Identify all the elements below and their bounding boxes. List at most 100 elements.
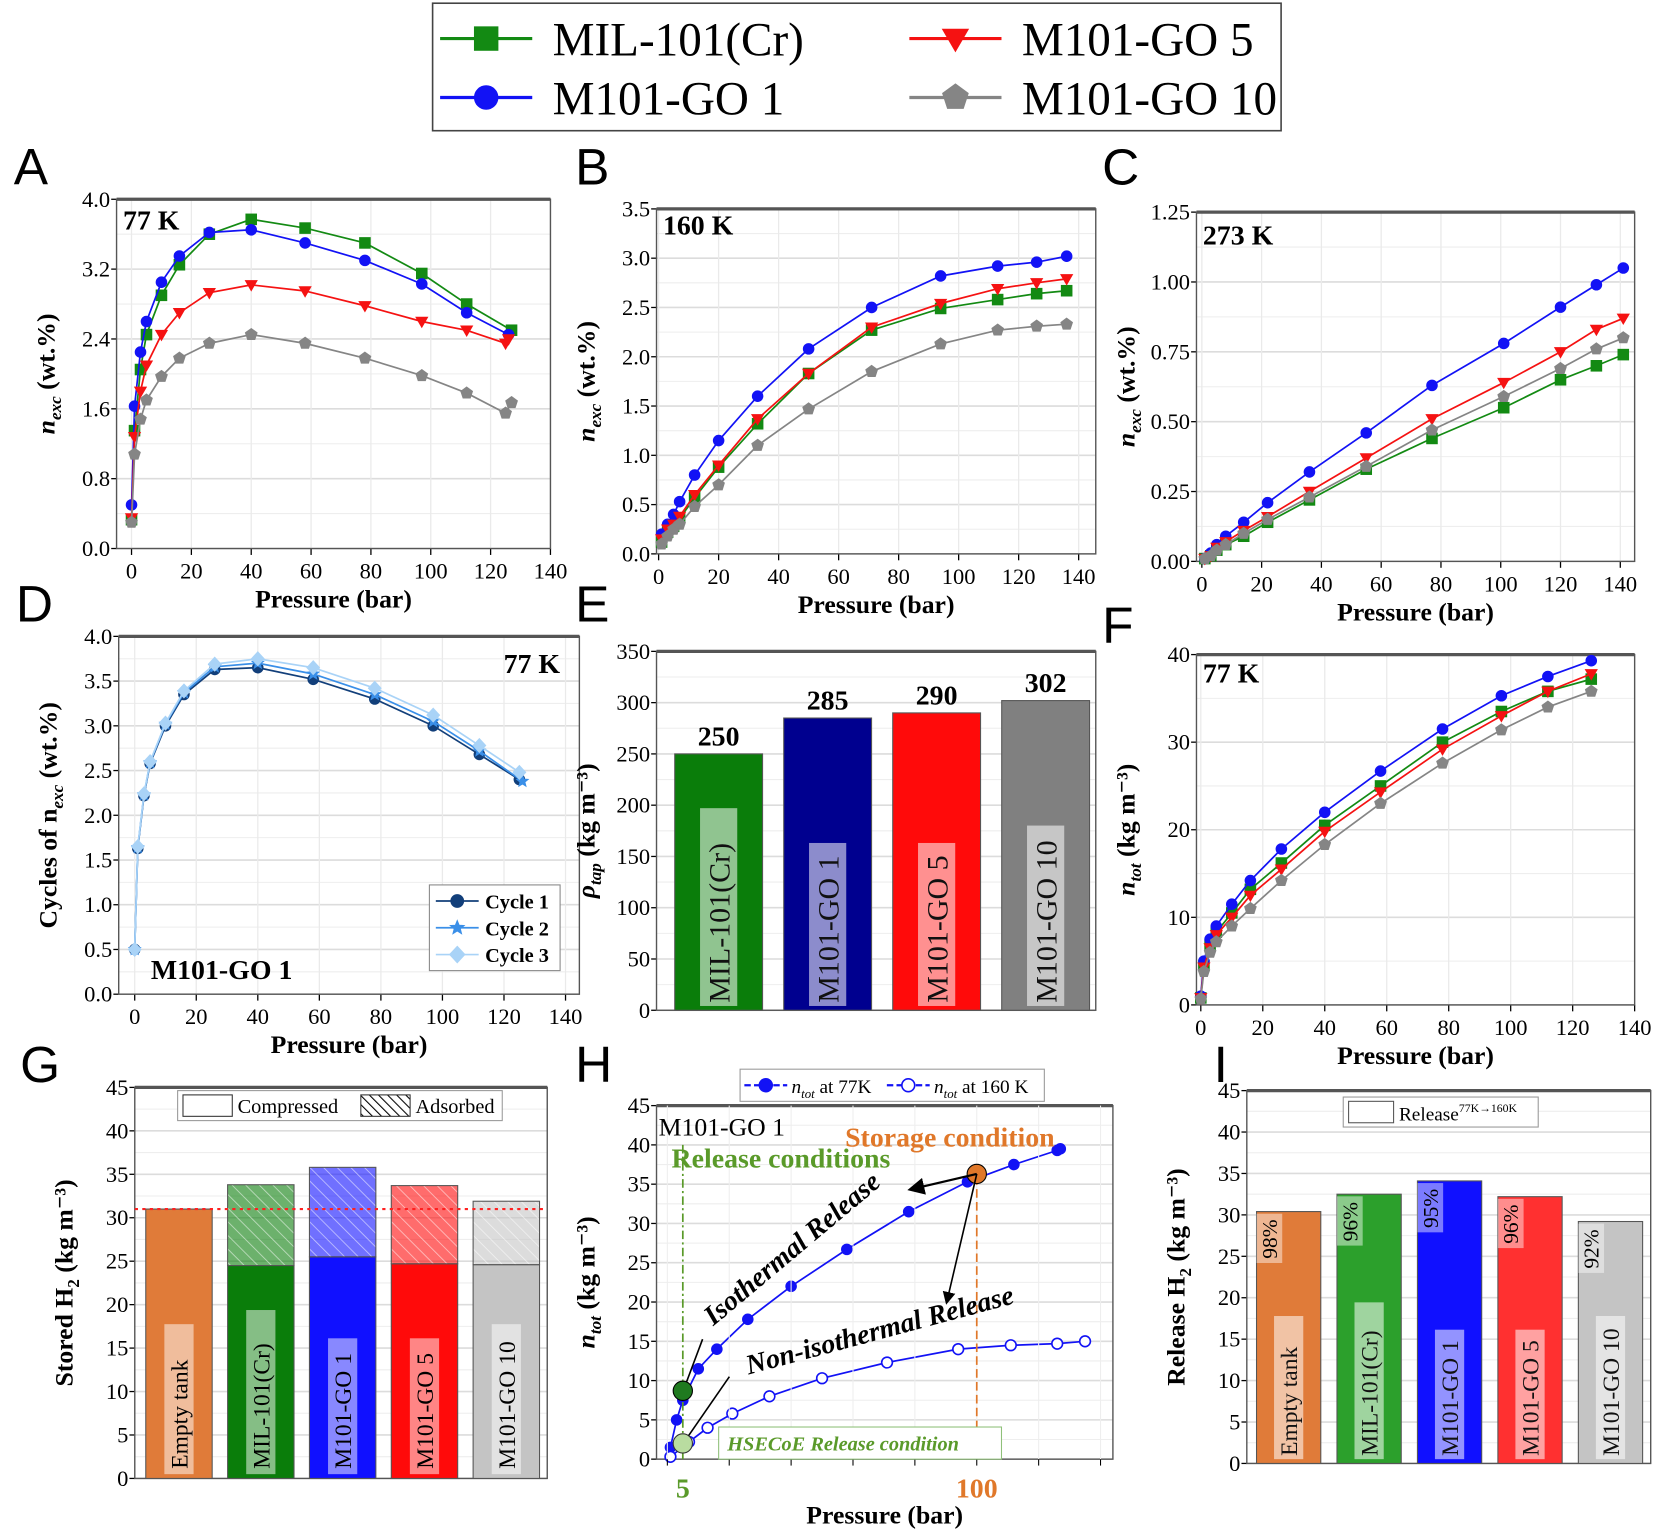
data-point xyxy=(154,329,169,342)
panel-g: G 0 5 10 15 20 25 30 35 40 45 Stored H2 (kg m⁻³) Emp… xyxy=(20,1035,548,1491)
data-point xyxy=(688,469,701,481)
data-point xyxy=(952,1342,965,1356)
y-tick-label: 3.0 xyxy=(84,713,112,738)
data-point xyxy=(711,460,726,472)
y-axis-label: ρtap (kg m⁻³) xyxy=(571,763,604,899)
data-point xyxy=(415,267,428,280)
data-point xyxy=(472,737,487,754)
data-point xyxy=(1303,466,1316,478)
data-point xyxy=(1060,317,1074,330)
category-label: M101-GO 10 xyxy=(1030,840,1063,1002)
y-label-subscript: tap xyxy=(586,863,605,885)
hsecoe-label: HSECoE Release condition xyxy=(726,1434,959,1456)
panel-e: E 0 50 100 150 200 250 300 350 ρtap (kg m⁻³) MIL-1… xyxy=(571,574,1097,1023)
y-tick-label: 25 xyxy=(628,1250,650,1275)
data-point xyxy=(415,278,428,290)
y-tick-label: 3.5 xyxy=(622,196,650,221)
y-tick-label: 30 xyxy=(628,1211,650,1236)
y-tick-label: 0 xyxy=(1179,992,1190,1017)
data-point xyxy=(367,680,382,696)
data-point xyxy=(1374,765,1387,777)
category-label-bg xyxy=(246,1310,276,1475)
category-label-bg xyxy=(1354,1302,1384,1460)
legend-item: M101-GO 1 xyxy=(440,74,784,126)
y-tick-label: 1.6 xyxy=(82,396,110,421)
series-m101-go-1 xyxy=(655,250,1073,540)
data-label: 92% xyxy=(1580,1229,1604,1268)
y-label-subscript: exc xyxy=(586,403,605,427)
data-point xyxy=(203,226,216,239)
series-m101-go-1 xyxy=(1195,654,1598,1002)
data-point xyxy=(358,301,372,313)
x-tick-label: 5 xyxy=(676,1474,690,1505)
category-label: M101-GO 5 xyxy=(413,1353,439,1469)
x-tick-label: 40 xyxy=(767,564,789,589)
y-label-unit: (kg m⁻³) xyxy=(50,1179,79,1279)
data-label: 98% xyxy=(1258,1219,1282,1258)
y-label-symbol: n xyxy=(31,420,60,434)
y-axis-label: Release H2 (kg m⁻³) xyxy=(1162,1168,1195,1386)
y-label-unit: (kg m⁻³) xyxy=(1111,764,1140,864)
data-point xyxy=(505,395,518,409)
data-point xyxy=(1225,912,1239,925)
x-tick-label: 140 xyxy=(549,1004,583,1029)
sample-label: M101-GO 1 xyxy=(151,955,293,986)
data-point xyxy=(244,280,258,292)
y-label-unit: (kg m⁻³) xyxy=(1162,1168,1191,1268)
data-point xyxy=(692,1363,705,1375)
data-point xyxy=(136,786,151,802)
data-point xyxy=(1008,1158,1020,1171)
bar-m101-go-5: M101-GO 5 290 xyxy=(892,680,982,1011)
y-tick-label: 250 xyxy=(616,741,650,766)
y-tick-label: 1.5 xyxy=(622,394,650,419)
y-tick-label: 30 xyxy=(1218,1202,1240,1227)
legend-rest: at 77K xyxy=(815,1077,872,1098)
y-tick-label: 35 xyxy=(106,1162,128,1187)
legend-swatch-compressed xyxy=(182,1094,233,1117)
y-tick-label: 0 xyxy=(639,1447,650,1472)
data-point xyxy=(1078,1335,1092,1348)
bar-mil-101-cr-: MIL-101(Cr) xyxy=(227,1184,295,1479)
data-point xyxy=(140,328,153,341)
data-point xyxy=(202,287,216,300)
y-tick-label: 2.5 xyxy=(622,295,650,320)
y-label-symbol: n xyxy=(1111,433,1140,447)
legend-label: ntot at 160 K xyxy=(934,1077,1028,1101)
series-m101-go-5 xyxy=(124,280,516,525)
data-point xyxy=(173,250,186,262)
y-axis-label: Cycles of nexc (wt.%) xyxy=(34,702,67,929)
x-tick-label: 80 xyxy=(1430,571,1452,596)
x-axis-label: Pressure (bar) xyxy=(798,590,955,619)
x-tick-label: 80 xyxy=(370,1004,392,1029)
data-point xyxy=(245,224,258,236)
sample-label: M101-GO 1 xyxy=(659,1113,785,1142)
x-tick-label: 40 xyxy=(1310,571,1332,596)
x-tick-label: 120 xyxy=(474,559,508,584)
y-tick-label: 0.5 xyxy=(84,937,112,962)
data-point xyxy=(673,517,686,530)
category-label: M101-GO 1 xyxy=(812,855,845,1002)
data-point xyxy=(133,386,148,399)
data-point xyxy=(1495,689,1508,702)
data-point xyxy=(1495,723,1508,736)
y-tick-label: 5 xyxy=(117,1422,128,1447)
cycle-legend: Cycle 1 Cycle 2 Cycle 3 xyxy=(428,884,561,972)
bar-empty-tank: Empty tank xyxy=(145,1208,213,1479)
category-label-bg xyxy=(700,808,738,1006)
legend-label: Cycle 2 xyxy=(485,918,549,940)
data-point xyxy=(801,368,816,381)
data-point xyxy=(1554,361,1567,375)
data-point xyxy=(460,325,474,337)
release-legend: Release77K→160K xyxy=(1342,1096,1539,1128)
data-point xyxy=(173,351,186,364)
data-point xyxy=(1426,379,1438,392)
data-point xyxy=(902,1205,915,1218)
legend-label-sup: 77K→160K xyxy=(1459,1102,1518,1115)
bar-empty-tank: Empty tank 98% xyxy=(1255,1211,1322,1464)
main-legend: MIL-101(Cr) M101-GO 1 M101-GO 5 M101-GO 10 xyxy=(431,2,1282,132)
non-isothermal-arrow xyxy=(942,1173,978,1305)
x-tick-label: 20 xyxy=(707,564,729,589)
legend-label: M101-GO 1 xyxy=(553,74,785,126)
y-tick-label: 0.00 xyxy=(1151,549,1190,574)
